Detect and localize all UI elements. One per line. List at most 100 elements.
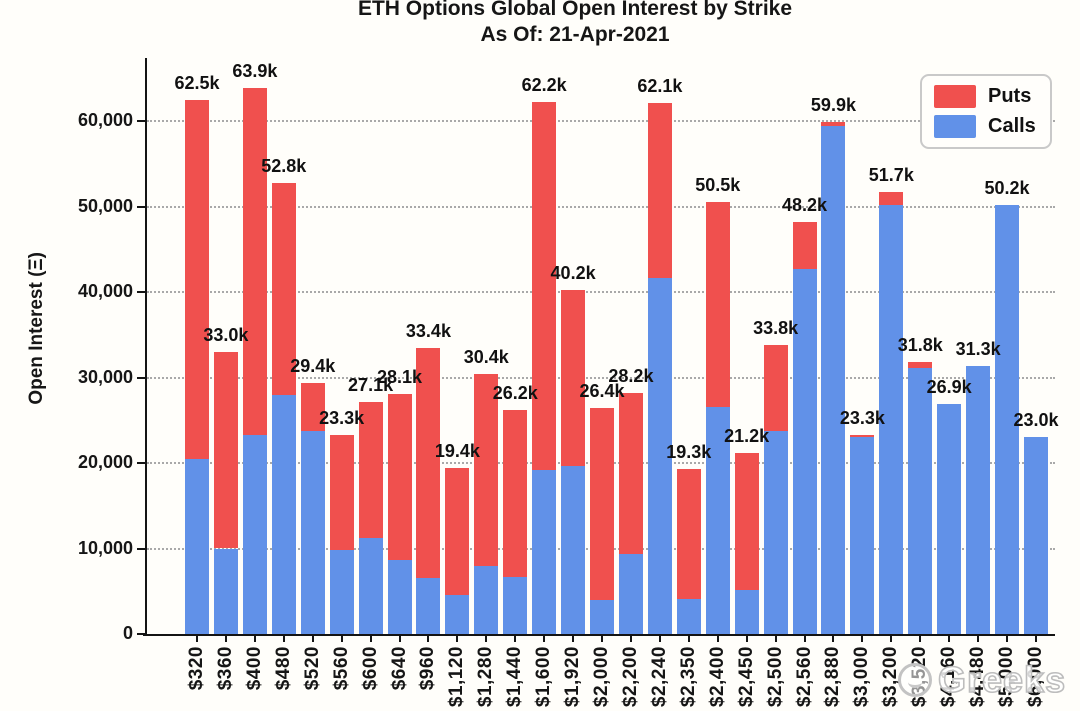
x-tick-mark — [514, 634, 517, 642]
x-tick-label-text: $1,120 — [446, 646, 468, 708]
x-tick-mark — [253, 634, 256, 642]
bar-calls-segment — [676, 598, 701, 634]
bar-calls-segment — [995, 204, 1020, 634]
bar-calls-segment — [1023, 437, 1048, 634]
bar-total-label: 23.3k — [839, 407, 885, 428]
x-tick-mark — [427, 634, 430, 642]
bar-total-label: 19.3k — [666, 441, 712, 462]
y-gridline — [147, 291, 1055, 293]
bar-calls-segment — [850, 437, 875, 634]
bar-total-label: 63.9k — [232, 60, 278, 81]
bar-puts-segment — [387, 393, 412, 561]
x-tick-label-text: $360 — [214, 646, 236, 691]
x-tick-label: $2,450 — [736, 646, 758, 707]
y-tick-label: 10,000 — [77, 537, 133, 558]
x-tick-label: $320 — [186, 646, 208, 690]
bar-puts-segment — [416, 348, 441, 578]
y-gridline — [147, 205, 1055, 208]
bar-puts-segment — [705, 202, 730, 408]
y-tick-mark — [137, 462, 145, 464]
x-tick-label: $1,280 — [475, 646, 497, 707]
x-tick-mark — [687, 634, 690, 642]
bar-total-label: 30.4k — [463, 347, 509, 368]
x-tick-mark — [398, 634, 401, 642]
x-tick-mark — [340, 634, 343, 642]
bar-calls-segment — [445, 594, 470, 634]
x-tick-label: $960 — [417, 646, 439, 690]
x-tick-label: $2,000 — [591, 646, 613, 707]
y-tick-label: 0 — [122, 623, 133, 643]
x-tick-label: $1,920 — [562, 646, 584, 707]
x-tick-label-text: $2,200 — [619, 646, 641, 708]
bar-puts-segment — [300, 382, 325, 432]
bar-calls-segment — [474, 565, 499, 634]
bar-total-label: 50.5k — [695, 175, 741, 196]
x-tick-label-text: $3,000 — [851, 646, 873, 708]
bar-puts-segment — [503, 409, 528, 577]
bar-calls-segment — [705, 407, 730, 634]
bar-total-label: 59.9k — [810, 94, 856, 115]
x-tick-label-text: $960 — [417, 646, 439, 691]
x-tick-label-text: $2,880 — [822, 646, 844, 708]
x-tick-label: $560 — [331, 646, 353, 690]
x-tick-label: $1,600 — [533, 646, 555, 707]
bar-puts-segment — [532, 102, 557, 470]
bar-total-label: 27.1k — [348, 375, 394, 396]
watermark-text: Greeks — [937, 658, 1067, 701]
bar-calls-segment — [503, 576, 528, 634]
bar-calls-segment — [647, 278, 672, 634]
bar-puts-segment — [358, 402, 383, 539]
bar-total-label: 62.5k — [174, 72, 220, 93]
x-tick-label-text: $480 — [272, 646, 294, 691]
x-tick-mark — [224, 634, 227, 642]
bar-total-label: 28.2k — [608, 365, 654, 386]
y-tick-mark — [137, 633, 145, 635]
bar-total-label: 26.9k — [926, 377, 972, 397]
x-tick-label-text: $2,400 — [706, 646, 728, 708]
bar-puts-segment — [792, 221, 817, 269]
bar-calls-segment — [734, 589, 759, 634]
x-tick-mark — [716, 634, 719, 642]
bar-total-label: 31.3k — [955, 339, 1001, 360]
x-tick-mark — [919, 634, 922, 642]
bar-calls-segment — [358, 538, 383, 634]
bar-total-label: 33.4k — [405, 321, 451, 342]
y-tick-label: 50,000 — [77, 195, 133, 216]
x-tick-label: $2,400 — [707, 646, 729, 707]
bar-puts-segment — [185, 99, 209, 459]
x-tick-mark — [658, 634, 661, 642]
x-tick-mark — [369, 634, 372, 642]
bar-puts-segment — [474, 374, 499, 566]
x-tick-label: $2,880 — [822, 646, 844, 707]
x-tick-mark — [282, 634, 285, 642]
calls-color-swatch — [934, 115, 976, 138]
y-tick-label: 40,000 — [77, 281, 133, 301]
y-tick-mark — [137, 120, 145, 122]
bar-calls-segment — [532, 469, 557, 634]
bar-puts-segment — [445, 468, 470, 595]
x-tick-mark — [948, 634, 951, 642]
x-tick-label: $1,440 — [504, 646, 526, 707]
bar-puts-segment — [647, 103, 672, 279]
bar-total-label: 51.7k — [868, 164, 914, 185]
bar-total-label: 23.0k — [1013, 410, 1059, 431]
x-tick-mark — [803, 634, 806, 642]
bar-puts-segment — [734, 452, 759, 590]
bar-calls-segment — [561, 465, 586, 634]
x-tick-mark — [832, 634, 835, 642]
bar-total-label: 40.2k — [550, 263, 596, 284]
x-tick-label: $480 — [273, 646, 295, 690]
x-tick-label-text: $520 — [301, 646, 323, 691]
x-tick-label: $360 — [215, 646, 237, 690]
bar-calls-segment — [763, 431, 788, 634]
x-tick-label-text: $640 — [388, 646, 410, 691]
bar-calls-segment — [271, 394, 296, 634]
x-tick-label-text: $1,280 — [475, 646, 497, 708]
bar-calls-segment — [821, 126, 846, 634]
bar-total-label: 62.2k — [521, 75, 567, 96]
legend-label-calls: Calls — [988, 115, 1036, 137]
x-tick-label: $400 — [244, 646, 266, 690]
x-tick-label: $1,120 — [446, 646, 468, 707]
chart-title-line2: As Of: 21-Apr-2021 — [480, 23, 670, 46]
